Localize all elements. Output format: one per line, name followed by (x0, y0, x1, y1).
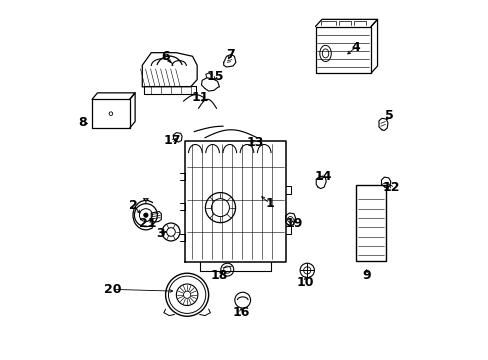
Text: 4: 4 (350, 41, 359, 54)
Text: 10: 10 (296, 276, 314, 289)
Text: 17: 17 (163, 134, 181, 147)
Text: 12: 12 (382, 181, 400, 194)
Text: 21: 21 (139, 216, 156, 230)
Circle shape (143, 213, 148, 217)
Text: 7: 7 (225, 48, 234, 61)
Text: 3: 3 (156, 227, 164, 240)
Text: 14: 14 (314, 170, 331, 183)
Bar (355, 185, 386, 261)
Text: 9: 9 (362, 269, 370, 282)
Text: 20: 20 (104, 283, 122, 296)
Text: 5: 5 (385, 109, 393, 122)
Text: 6: 6 (161, 50, 169, 63)
Text: 8: 8 (78, 116, 86, 129)
Text: 1: 1 (264, 197, 273, 210)
Text: 2: 2 (129, 199, 138, 212)
Text: 13: 13 (246, 136, 264, 149)
Text: 18: 18 (210, 269, 227, 282)
Text: 16: 16 (232, 306, 249, 319)
Text: 19: 19 (285, 216, 303, 230)
Text: 11: 11 (192, 91, 209, 104)
Text: 15: 15 (206, 69, 224, 82)
